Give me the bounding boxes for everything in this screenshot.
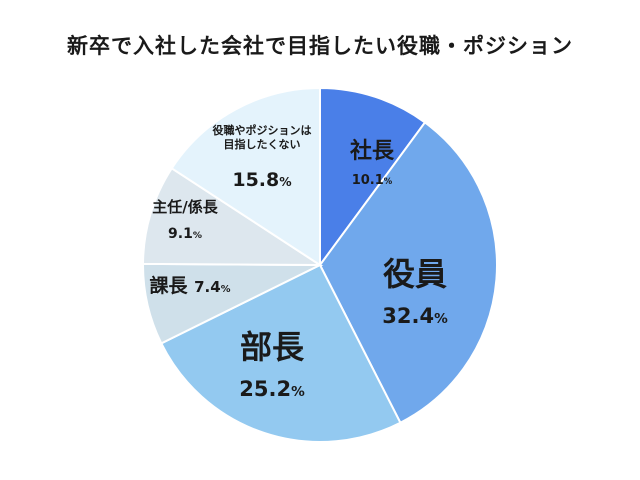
slice-value: 25.2% xyxy=(239,377,305,401)
slice-label: 社長 xyxy=(350,138,395,164)
slice-value: 32.4% xyxy=(382,304,448,328)
slice-label: 部長 xyxy=(240,328,305,366)
pie-slice xyxy=(141,166,324,267)
slice-value: 10.1% xyxy=(352,173,393,188)
pie-slice xyxy=(170,86,321,267)
slice-value: 15.8% xyxy=(232,169,291,191)
slice-label: 役員 xyxy=(383,255,447,293)
slice-label: 主任/係長 xyxy=(152,198,218,216)
slice-label: 目指したくない xyxy=(224,137,301,151)
slice-value: 9.1% xyxy=(168,226,202,242)
pie-slice xyxy=(318,121,498,425)
slice-label: 課長 7.4% xyxy=(150,274,231,297)
pie-slice xyxy=(159,263,402,443)
chart-title: 新卒で入社した会社で目指したい役職・ポジション xyxy=(67,34,573,58)
pie-slice xyxy=(319,86,427,269)
slice-label: 役職やポジションは xyxy=(212,123,312,137)
